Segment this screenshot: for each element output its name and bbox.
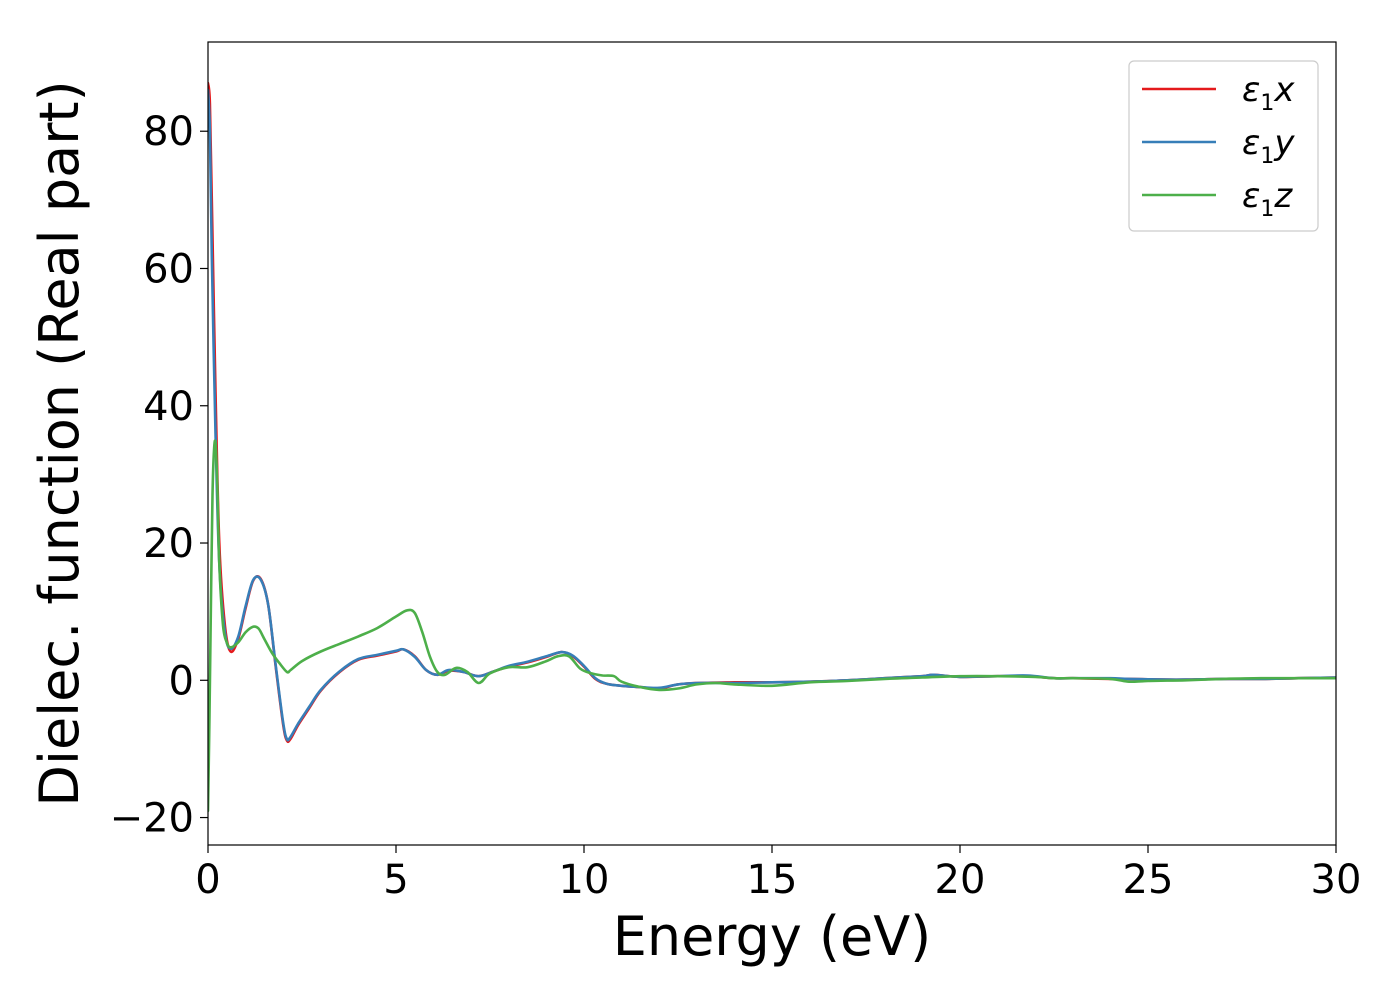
x-axis-title: Energy (eV) bbox=[613, 905, 932, 968]
y-tick-label: 80 bbox=[143, 109, 194, 155]
plot-frame bbox=[207, 41, 1337, 846]
x-tick-label: 10 bbox=[559, 857, 610, 903]
x-tick-label: 0 bbox=[195, 857, 220, 903]
legend: ε1x ε1y ε1z bbox=[1128, 60, 1319, 232]
legend-label: ε1z bbox=[1242, 176, 1293, 222]
y-tick-label: 20 bbox=[143, 521, 194, 567]
x-tick-label: 30 bbox=[1311, 857, 1362, 903]
y-tick-label: −20 bbox=[110, 796, 194, 842]
y-axis-title: Dielec. function (Real part) bbox=[28, 80, 91, 806]
x-tick-label: 5 bbox=[383, 857, 408, 903]
x-tick-label: 15 bbox=[747, 857, 798, 903]
plot-lines bbox=[208, 81, 1336, 812]
series-line-3 bbox=[208, 439, 1336, 812]
y-tick-label: 0 bbox=[169, 658, 194, 704]
y-tick-label: 40 bbox=[143, 384, 194, 430]
legend-label: ε1x bbox=[1242, 70, 1295, 116]
y-tick-label: 60 bbox=[143, 246, 194, 292]
legend-box bbox=[1128, 60, 1319, 232]
legend-label: ε1y bbox=[1242, 123, 1295, 169]
x-tick-label: 25 bbox=[1123, 857, 1174, 903]
x-tick-label: 20 bbox=[935, 857, 986, 903]
